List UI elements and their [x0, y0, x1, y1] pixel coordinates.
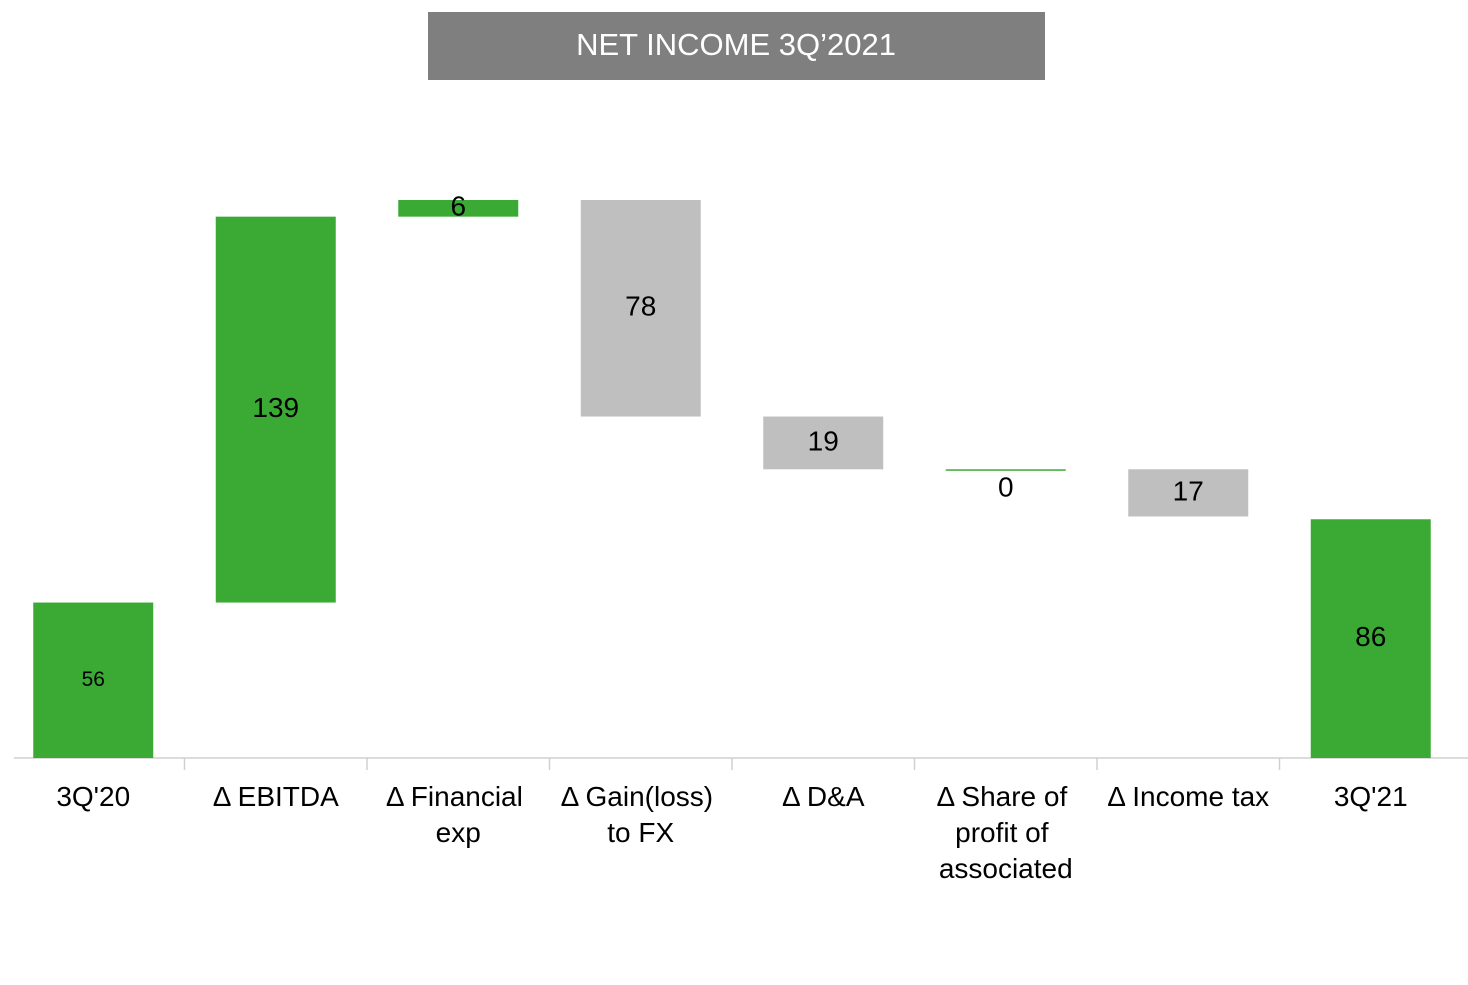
bar [215, 216, 336, 603]
data-label: 6 [450, 191, 466, 222]
bar [33, 602, 154, 758]
data-label: 19 [808, 425, 839, 456]
bar [945, 469, 1066, 471]
bar [1310, 519, 1431, 758]
x-tick-label: 3Q'21 [1334, 781, 1408, 812]
chart-title: NET INCOME 3Q’2021 [576, 27, 896, 62]
x-tick-label: Δ Income tax [1107, 781, 1269, 812]
x-tick-label: Δ Financial exp [386, 781, 531, 848]
x-tick-label: 3Q'20 [56, 781, 130, 812]
data-label: 86 [1355, 621, 1386, 652]
bar [580, 200, 701, 417]
data-label: 78 [625, 291, 656, 322]
bar [763, 416, 884, 470]
data-label: 17 [1173, 475, 1204, 506]
bar [1128, 469, 1249, 517]
data-label: 139 [252, 392, 299, 423]
x-tick-label: Δ EBITDA [213, 781, 339, 812]
x-tick-label: Δ Share of profit of associated [936, 781, 1075, 884]
bar [398, 200, 519, 217]
title-box [428, 12, 1045, 80]
data-label: 56 [82, 668, 105, 691]
x-tick-label: Δ Gain(loss) to FX [561, 781, 721, 848]
x-tick-label: Δ D&A [782, 781, 865, 812]
data-label: 0 [998, 472, 1014, 503]
